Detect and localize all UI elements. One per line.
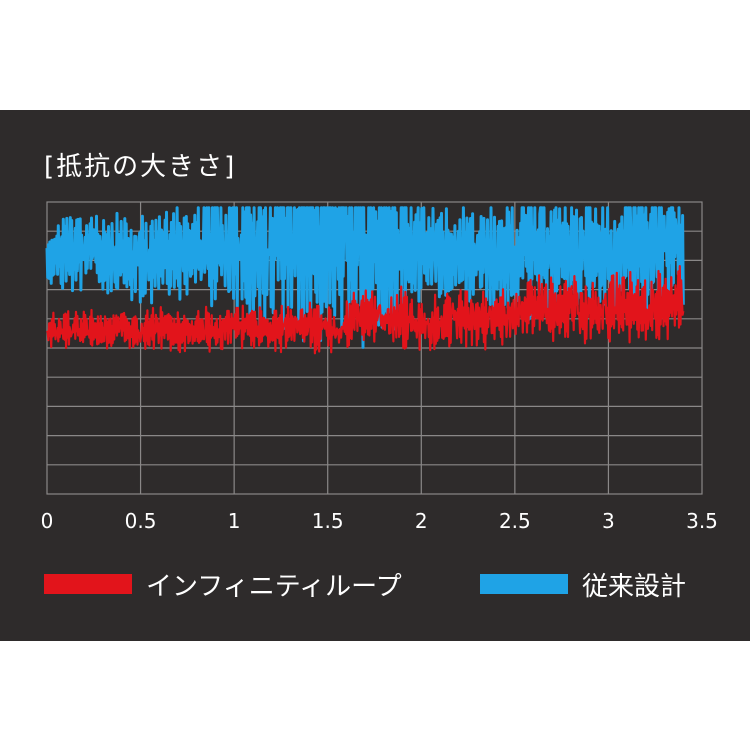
legend-item-conventional: 従来設計 <box>480 566 686 602</box>
x-tick-label: 3 <box>602 509 615 533</box>
series-layer <box>45 206 685 355</box>
x-tick-label: 0.5 <box>125 509 157 533</box>
chart-panel <box>0 110 750 641</box>
legend-label-conventional: 従来設計 <box>582 571 687 602</box>
x-tick-label: 3.5 <box>686 509 718 533</box>
x-tick-label: 1.5 <box>312 509 344 533</box>
legend-swatch-conventional <box>480 574 568 594</box>
series-line-infinity-loop <box>46 265 685 355</box>
x-tick-label: 0 <box>41 509 54 533</box>
chart-title: [抵抗の大きさ] <box>44 152 237 182</box>
legend-label-infinity-loop: インフィニティループ <box>146 571 402 602</box>
x-tick-label: 2.5 <box>499 509 531 533</box>
x-tick-label: 2 <box>415 509 428 533</box>
legend-item-infinity-loop: インフィニティループ <box>44 566 402 602</box>
legend-swatch-infinity-loop <box>44 574 132 594</box>
x-tick-label: 1 <box>228 509 241 533</box>
x-tick-labels: 0 0.5 1 1.5 2 2.5 3 3.5 <box>41 509 718 533</box>
